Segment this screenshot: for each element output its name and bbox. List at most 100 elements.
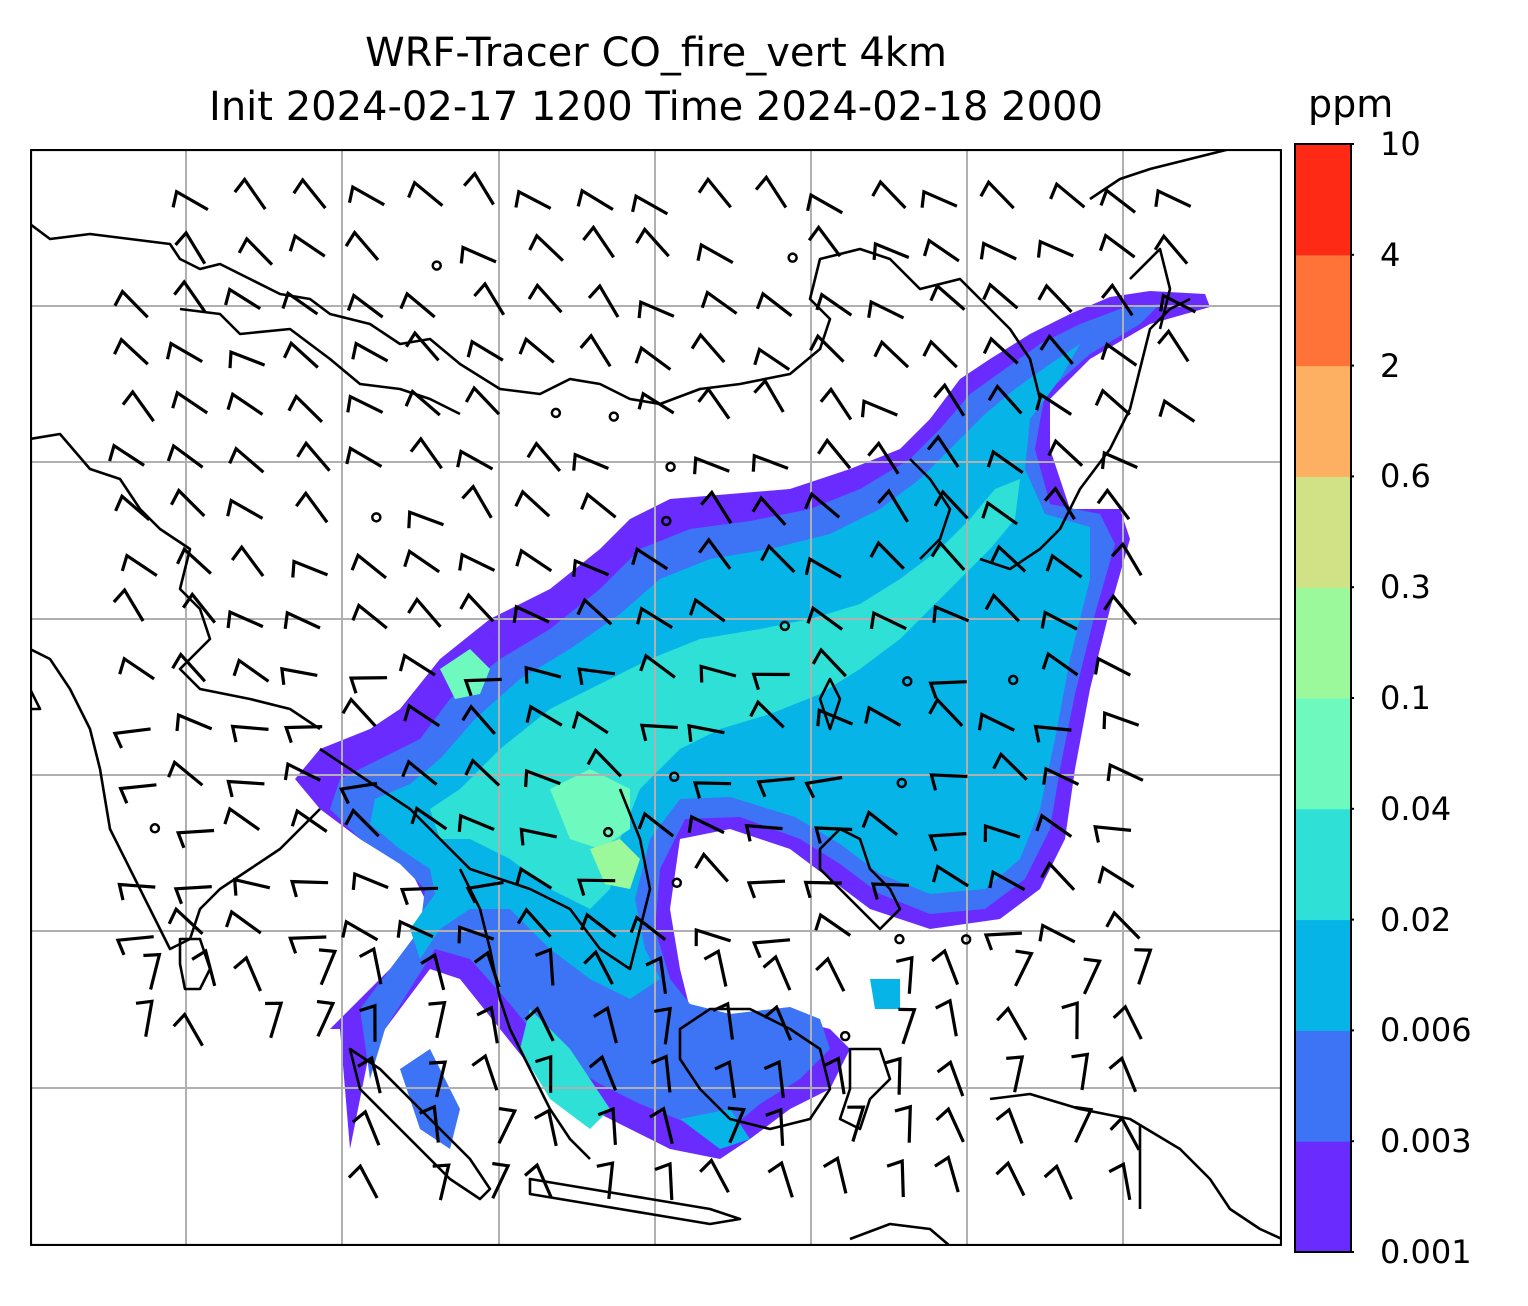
wind-barb: [318, 948, 338, 986]
wind-barb: [1040, 860, 1076, 891]
wind-barb: [928, 697, 964, 728]
wind-barb: [341, 696, 377, 728]
wind-barb: [113, 288, 149, 319]
wind-barb: [872, 241, 910, 261]
wind-barb: [688, 597, 726, 623]
colorbar-tick-label: 0.006: [1380, 1011, 1472, 1050]
wind-barb: [983, 931, 1022, 951]
wind-barb: [346, 394, 384, 414]
wind-barb: [935, 1106, 965, 1143]
wind-barb: [703, 948, 728, 987]
wind-barb: [697, 386, 731, 420]
wind-barb: [819, 386, 853, 421]
wind-barb: [933, 489, 969, 520]
wind-barb: [990, 544, 1027, 573]
wind-barb: [464, 385, 501, 416]
coastlines: [30, 149, 1282, 1246]
wind-barb: [877, 488, 909, 523]
wind-barb: [473, 281, 506, 316]
wind-barb: [405, 330, 440, 362]
wind-barb: [359, 1003, 377, 1042]
wind-barb: [755, 291, 793, 318]
wind-barb: [226, 391, 264, 416]
calm-wind-circle: [839, 1030, 851, 1042]
wind-barb: [645, 955, 668, 995]
calm-wind-circle: [550, 407, 562, 419]
wind-barb: [886, 1158, 905, 1198]
wind-barb: [806, 605, 844, 631]
wind-barb: [572, 452, 610, 471]
wind-barb: [587, 283, 620, 318]
wind-barb: [694, 851, 729, 883]
wind-barb: [588, 1054, 618, 1092]
wind-barb: [847, 1105, 866, 1142]
calm-wind-circle: [371, 512, 382, 523]
wind-barb: [459, 245, 497, 264]
wind-barb: [756, 776, 795, 798]
wind-barb: [514, 189, 552, 210]
wind-barb: [577, 667, 616, 686]
wind-barb: [580, 492, 617, 519]
wind-barb: [1154, 188, 1192, 208]
wind-barb: [894, 1104, 912, 1143]
wind-barb: [228, 446, 265, 474]
wind-barb: [871, 179, 907, 210]
wind-barb: [700, 290, 738, 315]
colorbar-segment: [1295, 808, 1351, 921]
wind-barb: [804, 491, 841, 519]
colorbar-tick-label: 0.3: [1380, 568, 1431, 607]
wind-barb: [471, 1053, 499, 1091]
wind-barb: [687, 723, 725, 742]
wind-barb: [121, 389, 155, 423]
wind-barb: [410, 805, 448, 831]
calm-wind-circle: [894, 933, 905, 945]
wind-barb: [526, 441, 562, 472]
wind-barb: [514, 489, 551, 518]
wind-barb: [650, 1054, 672, 1093]
wind-barb: [981, 500, 1019, 526]
wind-barb: [350, 552, 388, 580]
wind-barb: [175, 712, 213, 732]
wind-barb: [287, 393, 324, 423]
colorbar-segment: [1295, 144, 1351, 256]
wind-barb: [497, 1106, 518, 1145]
wind-barb: [339, 781, 378, 805]
co-tracer-plume: [295, 291, 1210, 1159]
wind-barb: [727, 1106, 747, 1144]
wind-barb: [473, 950, 501, 988]
wind-barb: [936, 1059, 965, 1097]
wind-barb: [456, 449, 494, 471]
calm-wind-circle: [661, 515, 672, 527]
wind-barb: [631, 546, 669, 571]
wind-barb: [577, 878, 616, 896]
wind-barb: [751, 938, 791, 959]
wind-barb: [165, 341, 203, 363]
wind-barb: [1153, 233, 1189, 265]
wind-barb: [1014, 949, 1034, 987]
wind-barb: [930, 540, 966, 571]
wind-barb: [582, 224, 615, 259]
wind-barb: [292, 177, 327, 210]
wind-barb: [1041, 651, 1079, 677]
wind-barb: [920, 189, 958, 208]
wind-barb: [822, 1155, 848, 1194]
wind-barb: [457, 925, 495, 944]
wind-barb: [746, 879, 786, 899]
wind-barb: [982, 336, 1019, 365]
wind-barb: [291, 559, 329, 578]
wind-barb: [992, 751, 1028, 781]
wind-barb: [637, 811, 675, 838]
wind-barb: [693, 456, 730, 475]
wind-barb: [135, 999, 154, 1037]
calm-wind-circle: [779, 620, 791, 632]
colorbar-unit: ppm: [1308, 82, 1394, 126]
wind-barb: [461, 484, 493, 519]
wind-barb: [760, 543, 796, 574]
wind-barb: [1049, 181, 1086, 209]
wind-barb: [699, 664, 737, 683]
wind-barb: [869, 610, 907, 631]
wind-barb: [586, 747, 622, 778]
wind-barb: [687, 814, 725, 835]
wind-barb: [115, 935, 154, 956]
wind-barb: [596, 1161, 615, 1200]
